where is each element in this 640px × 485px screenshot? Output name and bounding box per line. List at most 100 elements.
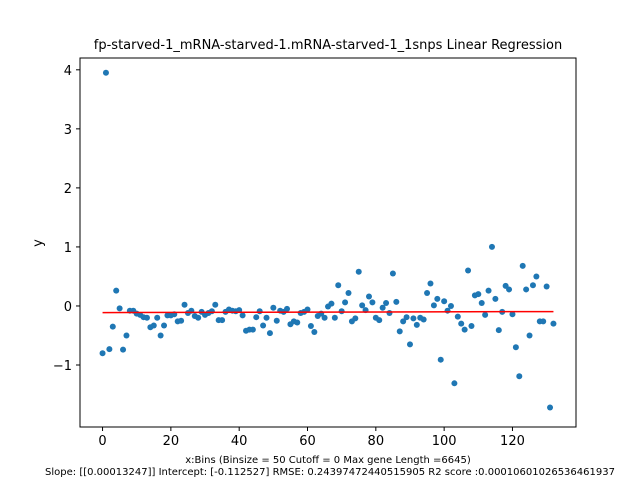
data-point (284, 305, 291, 312)
data-point (447, 302, 454, 309)
data-point (369, 299, 376, 306)
y-tick-label: 2 (64, 182, 72, 197)
data-point (106, 346, 113, 353)
axes-frame (79, 57, 577, 428)
data-point (181, 301, 188, 308)
regression-line (102, 310, 554, 314)
y-tick-label: 4 (64, 64, 72, 79)
x-tick-label: 80 (368, 434, 385, 449)
data-point (454, 313, 461, 320)
x-tick-label: 0 (98, 434, 106, 449)
data-point (403, 314, 410, 321)
data-point (540, 318, 547, 325)
plot-area (99, 69, 557, 411)
data-point (321, 314, 328, 321)
data-point (383, 300, 390, 307)
chart-title: fp-starved-1_mRNA-starved-1.mRNA-starved… (94, 38, 562, 53)
data-point (437, 356, 444, 363)
data-point (307, 323, 314, 330)
data-point (99, 350, 106, 357)
data-point (393, 298, 400, 305)
data-point (335, 282, 342, 289)
data-point (109, 323, 116, 330)
data-point (400, 318, 407, 325)
data-point (143, 314, 150, 321)
y-tick-label: 3 (64, 123, 72, 138)
data-point (506, 286, 513, 293)
data-point (451, 380, 458, 387)
data-point (219, 317, 226, 324)
data-point (304, 306, 311, 313)
data-point (533, 273, 540, 280)
data-point (379, 304, 386, 311)
data-point (427, 280, 434, 287)
data-point (492, 295, 499, 302)
x-axis: 0 20 40 60 80 100 120 (98, 427, 525, 449)
data-point (239, 312, 246, 319)
regression-stats-footer: Slope: [[0.00013247]] Intercept: [-0.112… (45, 467, 615, 478)
data-point (389, 270, 396, 277)
data-point (441, 298, 448, 305)
data-point (550, 320, 557, 327)
data-point (157, 332, 164, 339)
data-point (526, 332, 533, 339)
x-tick-label: 100 (432, 434, 457, 449)
data-point (195, 314, 202, 321)
data-point (413, 321, 420, 328)
data-point (465, 267, 472, 274)
data-point (342, 299, 349, 306)
data-point (512, 344, 519, 351)
x-tick-label: 60 (299, 434, 316, 449)
data-point (345, 289, 352, 296)
x-tick-label: 120 (500, 434, 525, 449)
data-point (331, 314, 338, 321)
data-point (468, 323, 475, 330)
data-point (150, 322, 157, 329)
data-point (478, 300, 485, 307)
y-tick-label: 0 (64, 300, 72, 315)
data-point (355, 268, 362, 275)
data-point (488, 243, 495, 250)
data-point (294, 319, 301, 326)
data-point (154, 314, 161, 321)
data-point (123, 332, 130, 339)
data-point (386, 310, 393, 317)
data-point (529, 282, 536, 289)
data-point (543, 283, 550, 290)
data-point (430, 302, 437, 309)
data-point (266, 330, 273, 337)
data-point (434, 295, 441, 302)
data-point (253, 314, 260, 321)
data-point (256, 308, 263, 315)
data-point (352, 315, 359, 322)
data-point (482, 311, 489, 318)
data-point (263, 314, 270, 321)
x-tick-label: 20 (163, 434, 180, 449)
data-point (328, 300, 335, 307)
data-point (249, 326, 256, 333)
data-point (461, 326, 468, 333)
data-point (102, 69, 109, 76)
data-point (311, 328, 318, 335)
data-point (485, 287, 492, 294)
data-point (424, 289, 431, 296)
data-point (547, 404, 554, 411)
data-point (359, 302, 366, 309)
data-point (495, 327, 502, 334)
data-point (516, 373, 523, 380)
data-point (212, 301, 219, 308)
y-axis: −1 0 1 2 3 4 (53, 64, 80, 374)
data-point (116, 305, 123, 312)
data-point (178, 317, 185, 324)
y-axis-label: y (31, 239, 46, 247)
data-point (273, 317, 280, 324)
data-point (475, 291, 482, 298)
y-tick-label: 1 (64, 241, 72, 256)
data-point (396, 328, 403, 335)
data-point (208, 308, 215, 315)
data-point (365, 293, 372, 300)
data-point (120, 346, 127, 353)
